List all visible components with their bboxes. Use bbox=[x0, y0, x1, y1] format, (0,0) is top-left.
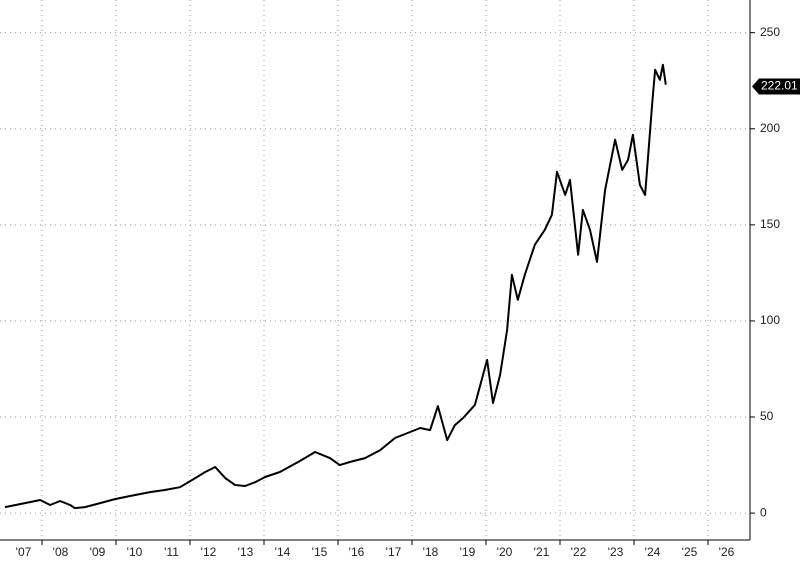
x-tick-label: '11 bbox=[164, 545, 179, 559]
x-tick-label: '26 bbox=[719, 545, 735, 559]
x-tick-label: '21 bbox=[534, 545, 550, 559]
x-tick-label: '07 bbox=[16, 545, 32, 559]
x-tick-label: '16 bbox=[349, 545, 365, 559]
x-tick-label: '17 bbox=[386, 545, 402, 559]
x-tick-label: '20 bbox=[497, 545, 513, 559]
x-tick-label: '22 bbox=[571, 545, 587, 559]
y-tick-label: 0 bbox=[760, 505, 767, 519]
x-tick-label: '13 bbox=[238, 545, 254, 559]
x-tick-label: '15 bbox=[312, 545, 328, 559]
x-tick-label: '24 bbox=[645, 545, 661, 559]
y-tick-label: 50 bbox=[760, 409, 774, 423]
last-value-tag bbox=[752, 78, 800, 95]
x-tick-label: '14 bbox=[275, 545, 291, 559]
x-tick-label: '23 bbox=[608, 545, 624, 559]
last-value-label: 222.01 bbox=[761, 79, 798, 93]
x-tick-label: '10 bbox=[127, 545, 143, 559]
x-tick-label: '25 bbox=[682, 545, 698, 559]
price-line bbox=[4, 63, 667, 510]
x-tick-label: '09 bbox=[90, 545, 106, 559]
x-tick-label: '12 bbox=[201, 545, 217, 559]
y-tick-label: 100 bbox=[760, 313, 780, 327]
x-tick-label: '18 bbox=[423, 545, 439, 559]
y-tick-label: 200 bbox=[760, 121, 780, 135]
x-tick-label: '08 bbox=[53, 545, 69, 559]
y-tick-label: 250 bbox=[760, 25, 780, 39]
x-tick-label: '19 bbox=[460, 545, 476, 559]
y-tick-label: 150 bbox=[760, 217, 780, 231]
